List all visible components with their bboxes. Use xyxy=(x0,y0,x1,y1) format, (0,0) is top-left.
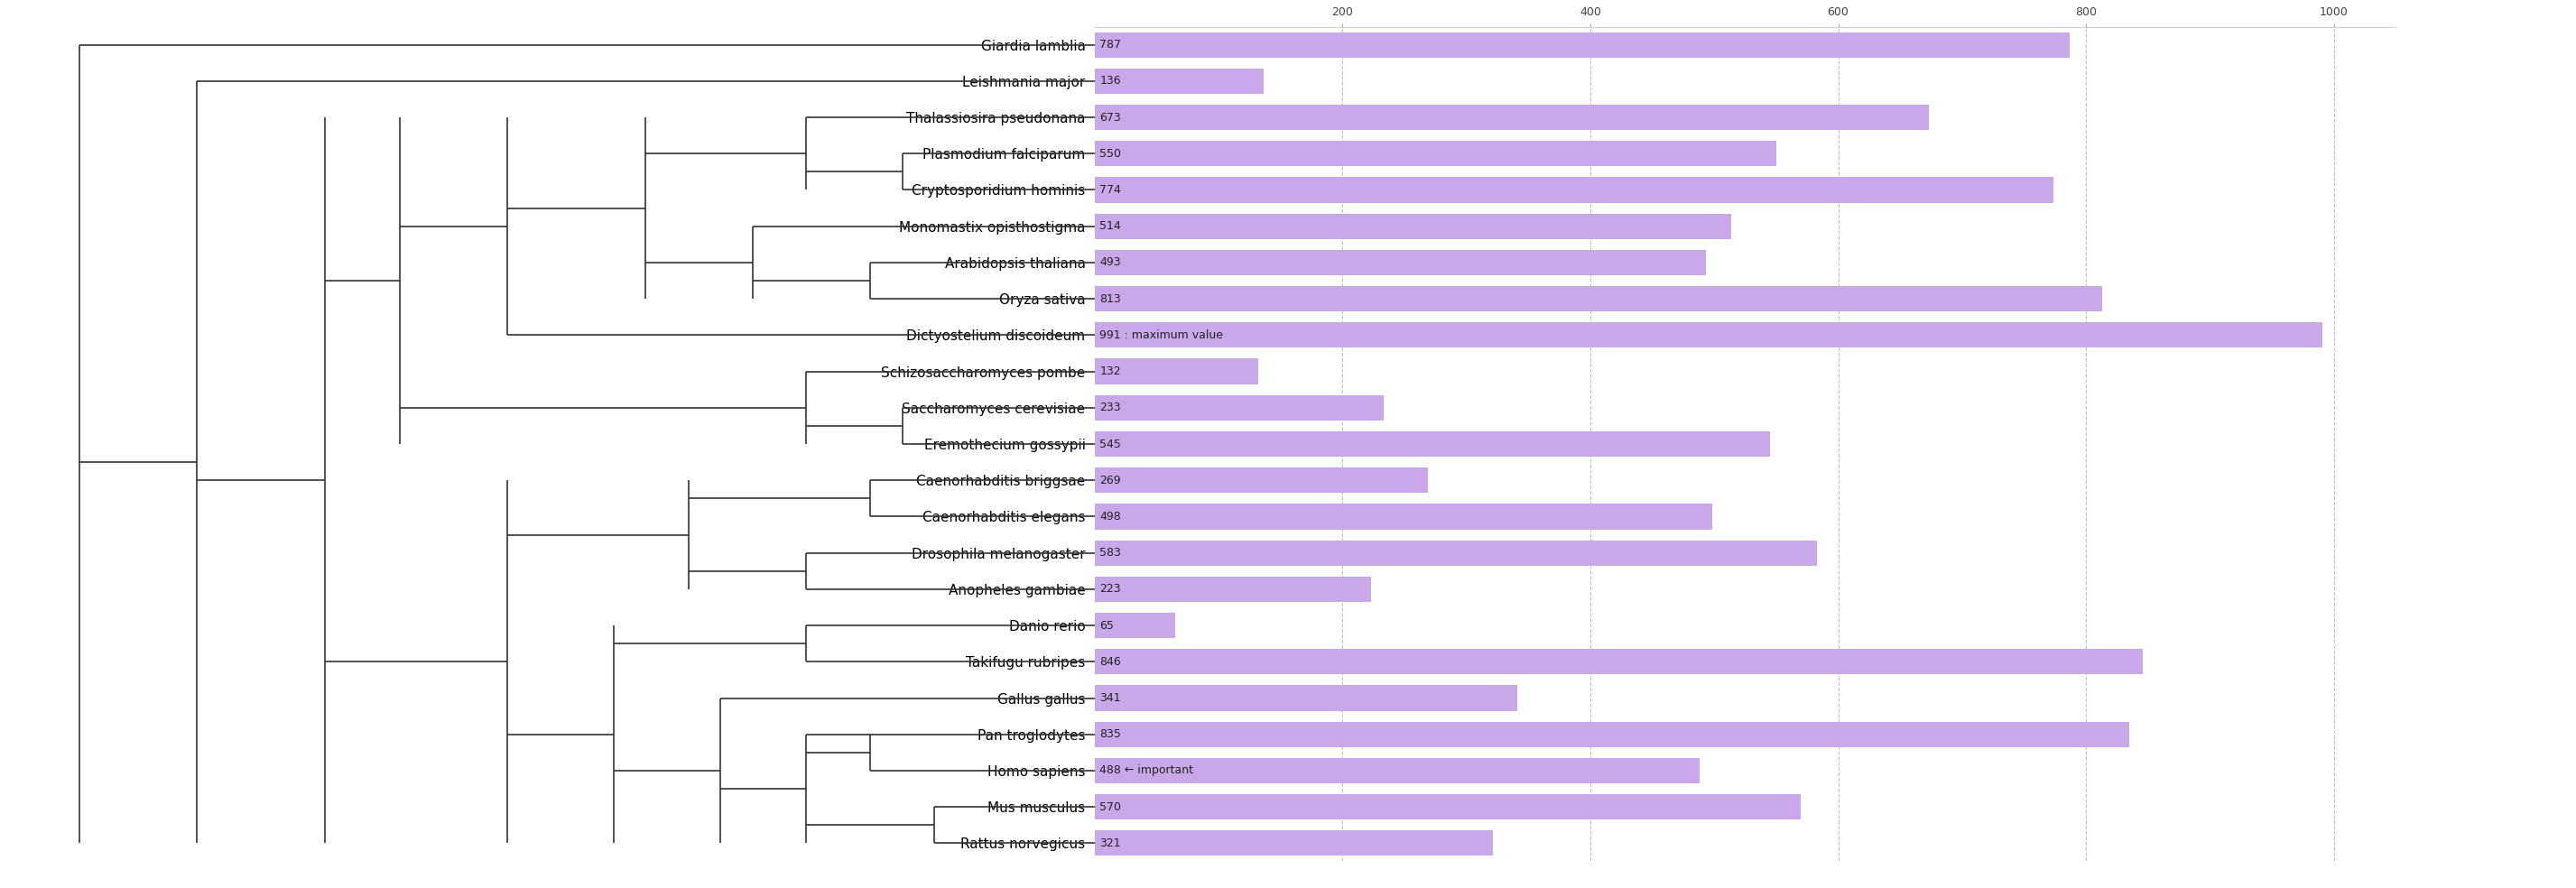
Text: 673: 673 xyxy=(1100,112,1121,123)
Bar xyxy=(1095,359,1257,385)
Bar xyxy=(1095,613,1175,638)
Text: 341: 341 xyxy=(1100,692,1121,704)
Text: 233: 233 xyxy=(1100,402,1121,414)
Bar xyxy=(1095,686,1517,710)
Bar xyxy=(1095,322,2324,348)
Text: 488 ← important: 488 ← important xyxy=(1100,765,1193,776)
Bar xyxy=(1095,576,1370,602)
Bar xyxy=(1095,68,1262,94)
Bar xyxy=(1095,286,2102,312)
Text: 65: 65 xyxy=(1100,620,1113,631)
Text: 991 : maximum value: 991 : maximum value xyxy=(1100,329,1224,341)
Bar xyxy=(1095,649,2143,675)
Text: 514: 514 xyxy=(1100,220,1121,232)
Text: 321: 321 xyxy=(1100,837,1121,849)
Text: 550: 550 xyxy=(1100,147,1121,160)
Bar xyxy=(1095,794,1801,820)
Text: 583: 583 xyxy=(1100,547,1121,559)
Bar xyxy=(1095,722,2130,747)
Text: 813: 813 xyxy=(1100,293,1121,305)
Bar xyxy=(1095,468,1427,493)
Bar xyxy=(1095,503,1713,529)
Text: 570: 570 xyxy=(1100,801,1121,813)
Bar xyxy=(1095,540,1816,566)
Text: 132: 132 xyxy=(1100,366,1121,377)
Text: 223: 223 xyxy=(1100,583,1121,595)
Bar xyxy=(1095,830,1492,856)
Text: 498: 498 xyxy=(1100,511,1121,522)
Text: 846: 846 xyxy=(1100,656,1121,668)
Text: 545: 545 xyxy=(1100,438,1121,450)
Bar xyxy=(1095,178,2053,202)
Bar xyxy=(1095,32,2071,58)
Bar xyxy=(1095,395,1383,420)
Bar xyxy=(1095,105,1929,130)
Text: 269: 269 xyxy=(1100,474,1121,486)
Bar xyxy=(1095,213,1731,239)
Text: 136: 136 xyxy=(1100,75,1121,87)
Text: 493: 493 xyxy=(1100,257,1121,268)
Bar xyxy=(1095,758,1700,783)
Text: 787: 787 xyxy=(1100,39,1121,51)
Bar xyxy=(1095,432,1770,456)
Text: 774: 774 xyxy=(1100,184,1121,196)
Text: 835: 835 xyxy=(1100,728,1121,741)
Bar xyxy=(1095,141,1777,166)
Bar xyxy=(1095,250,1705,275)
